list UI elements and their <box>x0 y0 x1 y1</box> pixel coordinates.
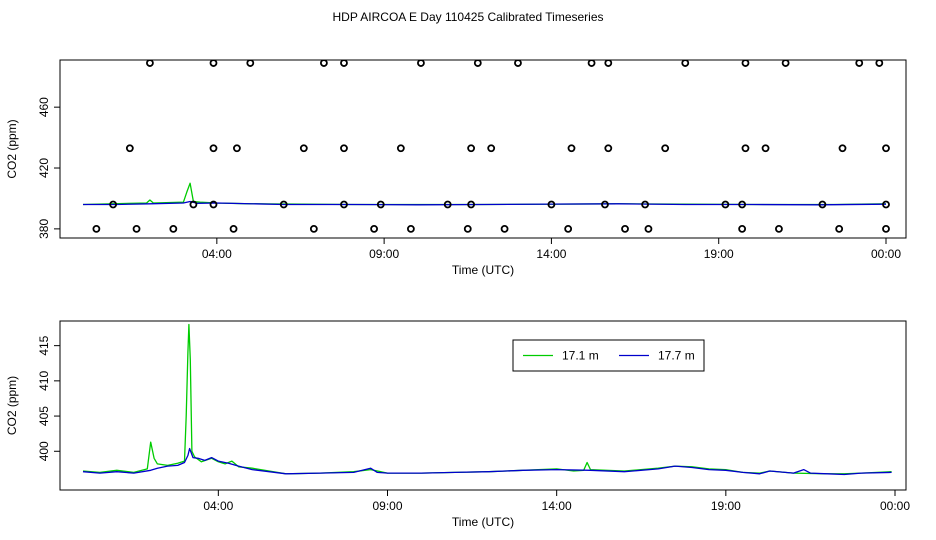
calibration-point <box>125 144 134 153</box>
calibration-point <box>741 60 750 67</box>
calibration-point <box>229 224 238 233</box>
calibration-point <box>246 60 255 67</box>
calibration-point <box>738 224 747 233</box>
series-line-17-7-m <box>83 200 887 206</box>
calibration-point <box>189 200 198 209</box>
plot-frame <box>59 320 907 491</box>
x-axis-label: Time (UTC) <box>452 515 514 529</box>
calibration-point <box>376 200 385 209</box>
calibration-point <box>473 60 482 67</box>
calibration-point <box>309 224 318 233</box>
x-tick-label: 04:00 <box>203 499 233 513</box>
legend: 17.1 m 17.7 m <box>512 339 705 372</box>
calibration-point <box>641 200 649 209</box>
calibration-point <box>644 224 653 233</box>
calibration-point <box>467 200 476 209</box>
plot-frame <box>59 59 907 239</box>
chart-title: HDP AIRCOA E Day 110425 Calibrated Times… <box>332 10 604 24</box>
x-tick-label: 00:00 <box>880 499 910 513</box>
calibration-point <box>838 144 847 153</box>
calibration-point <box>741 144 750 153</box>
y-tick-label: 415 <box>37 335 51 355</box>
calibration-point <box>601 200 609 209</box>
calibration-point <box>835 224 844 233</box>
calibration-point <box>500 224 509 233</box>
calibration-point <box>882 200 890 209</box>
chart-panel-2: 04:00 09:00 14:00 19:00 00:00 400 405 410 415 Tim… <box>5 320 910 529</box>
calibration-point <box>487 144 496 153</box>
x-tick-label: 00:00 <box>871 247 901 261</box>
y-tick-label: 380 <box>37 219 51 239</box>
chart-panel-1: 04:00 09:00 14:00 19:00 00:00 380 420 460 Time (… <box>5 59 907 277</box>
calibration-point <box>564 224 573 233</box>
calibration-point <box>169 224 178 233</box>
calibration-point <box>775 224 783 233</box>
plot-area <box>82 60 890 233</box>
x-tick-label: 04:00 <box>202 247 232 261</box>
calibration-point <box>621 224 629 233</box>
calibration-point <box>92 224 101 233</box>
x-tick-label: 19:00 <box>711 499 741 513</box>
calibration-point <box>406 224 415 233</box>
calibration-point <box>146 60 154 67</box>
calibration-point <box>279 200 288 209</box>
calibration-point <box>661 144 670 153</box>
calibration-point <box>340 144 348 153</box>
calibration-point <box>721 200 730 209</box>
calibration-point <box>463 224 472 233</box>
plot-area <box>82 323 892 476</box>
calibration-point <box>209 200 218 209</box>
calibration-point <box>233 144 241 153</box>
calibration-point <box>681 60 690 67</box>
calibration-point <box>209 144 218 153</box>
y-tick-label: 405 <box>37 406 51 426</box>
x-tick-label: 09:00 <box>369 247 399 261</box>
calibration-point <box>781 60 790 67</box>
calibration-point <box>567 144 576 153</box>
legend-label: 17.1 m <box>562 349 599 363</box>
calibration-point <box>882 224 890 233</box>
calibration-point <box>132 224 141 233</box>
calibration-point <box>818 200 827 209</box>
calibration-point <box>547 200 556 209</box>
y-axis-label: CO2 (ppm) <box>5 376 19 435</box>
calibration-point <box>514 60 522 67</box>
series-line-17-7-m <box>82 447 892 476</box>
calibration-point <box>604 60 613 67</box>
series-line-17-1-m <box>82 323 892 475</box>
calibration-point <box>320 60 328 67</box>
legend-label: 17.7 m <box>658 349 695 363</box>
x-tick-label: 14:00 <box>536 247 566 261</box>
calibration-point <box>738 200 747 209</box>
calibration-point <box>299 144 308 153</box>
calibration-point <box>109 200 118 209</box>
series-line-17-1-m <box>82 182 887 206</box>
calibration-point <box>396 144 405 153</box>
calibration-point <box>761 144 770 153</box>
calibration-point <box>340 60 348 67</box>
calibration-point <box>443 200 452 209</box>
calibration-point <box>209 60 218 67</box>
y-tick-label: 460 <box>37 97 51 117</box>
y-axis-label: CO2 (ppm) <box>5 119 19 178</box>
calibration-point <box>855 60 864 67</box>
calibration-point <box>417 60 425 67</box>
y-tick-label: 420 <box>37 158 51 178</box>
y-tick-label: 410 <box>37 371 51 391</box>
y-tick-label: 400 <box>37 441 51 461</box>
x-tick-label: 14:00 <box>542 499 572 513</box>
calibration-point <box>875 60 884 67</box>
calibration-point <box>370 224 378 233</box>
x-tick-label: 09:00 <box>372 499 402 513</box>
x-axis-label: Time (UTC) <box>452 263 514 277</box>
calibration-point <box>882 144 890 153</box>
calibration-point <box>467 144 476 153</box>
x-tick-label: 19:00 <box>704 247 734 261</box>
calibration-point <box>340 200 348 209</box>
calibration-point <box>604 144 613 153</box>
calibration-point <box>587 60 596 67</box>
